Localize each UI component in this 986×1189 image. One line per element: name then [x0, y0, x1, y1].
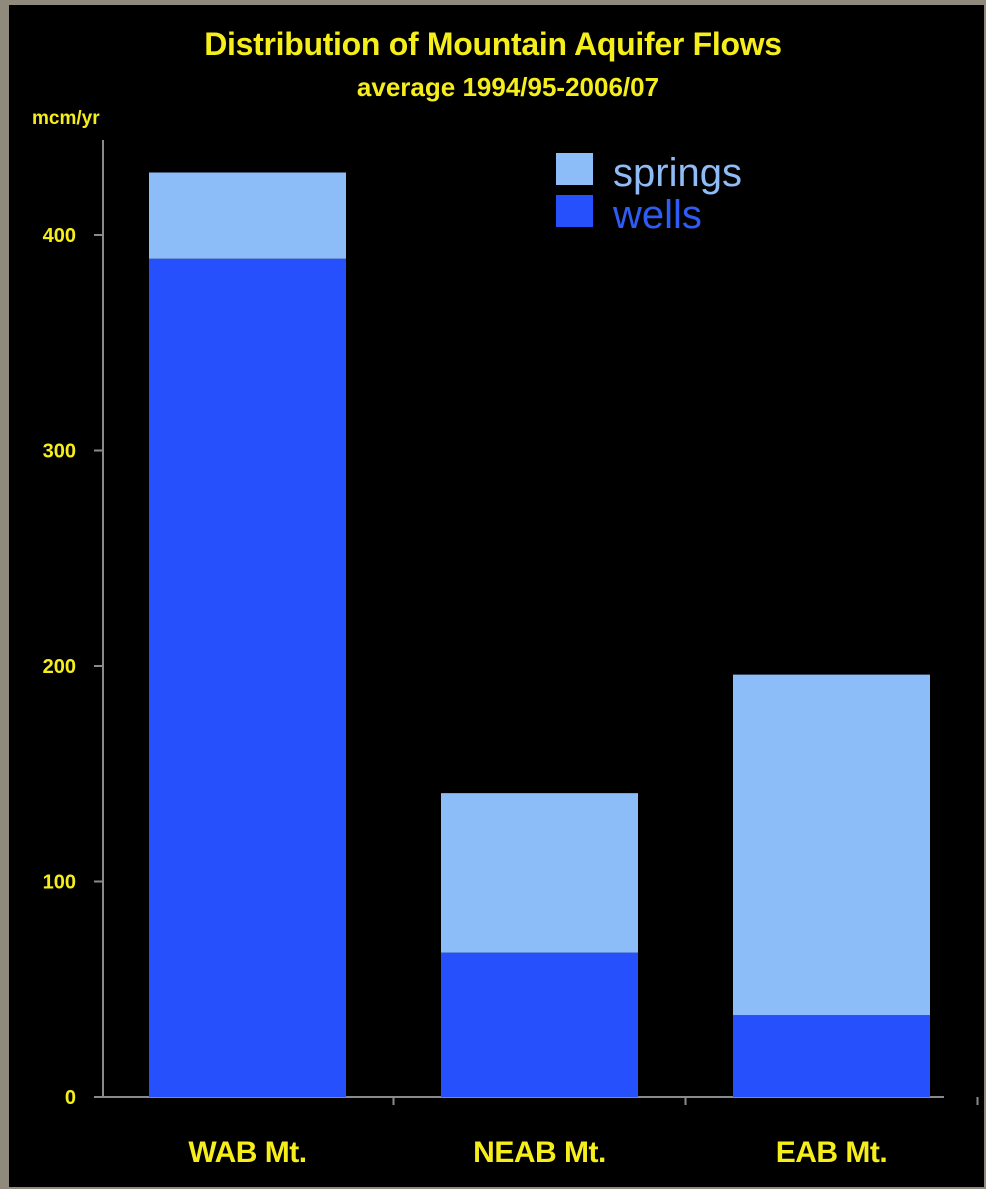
y-axis-unit-label: mcm/yr — [32, 108, 100, 129]
y-tick-label: 200 — [43, 656, 76, 678]
x-category-label: WAB Mt. — [188, 1136, 306, 1169]
x-category-label: EAB Mt. — [776, 1136, 888, 1169]
y-tick-label: 400 — [43, 225, 76, 247]
x-category-label: NEAB Mt. — [473, 1136, 606, 1169]
bar-segment-wells — [441, 952, 638, 1097]
legend-swatch-wells — [556, 195, 593, 227]
y-tick-label: 0 — [65, 1087, 76, 1109]
bar-segment-wells — [733, 1015, 930, 1097]
chart-title: Distribution of Mountain Aquifer Flows — [204, 26, 782, 62]
y-tick-label: 300 — [43, 441, 76, 463]
bar-segment-springs — [733, 674, 930, 1016]
legend-label-springs: springs — [613, 151, 742, 195]
legend-label-wells: wells — [612, 193, 702, 237]
bar-segment-wells — [149, 258, 346, 1098]
legend-swatch-springs — [556, 153, 593, 185]
bar-segment-springs — [441, 793, 638, 953]
bar-segment-springs — [149, 172, 346, 259]
y-tick-label: 100 — [43, 872, 76, 894]
chart-subtitle: average 1994/95-2006/07 — [356, 72, 660, 102]
